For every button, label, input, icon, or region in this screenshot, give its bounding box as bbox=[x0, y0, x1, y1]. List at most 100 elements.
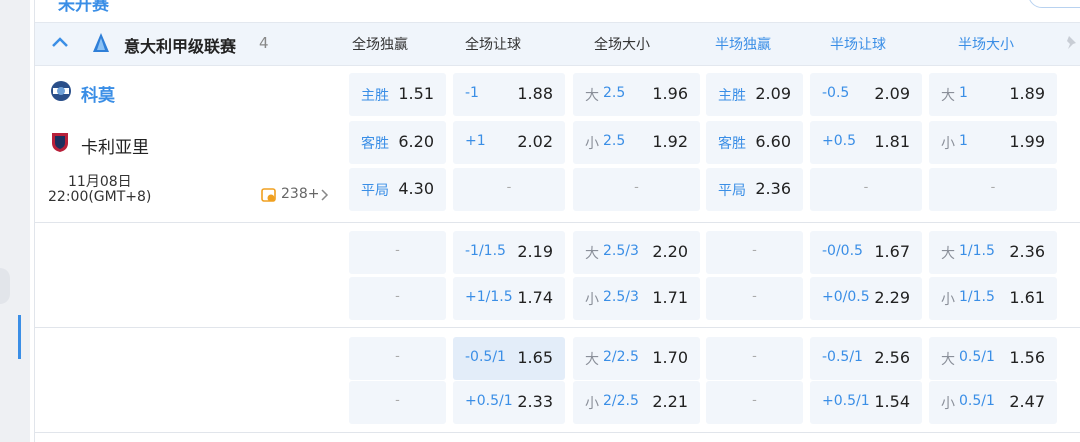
odds-cell[interactable]: 客胜 6.20 bbox=[349, 121, 446, 164]
market-pick: +0.5/1 bbox=[465, 393, 513, 409]
odds-cell[interactable]: - bbox=[349, 231, 446, 274]
away-team[interactable]: 卡利亚里 bbox=[81, 138, 149, 158]
odds-value: 1.67 bbox=[874, 242, 910, 261]
odds-cell[interactable]: +0.5/1 1.54 bbox=[810, 381, 922, 424]
column-header: 半场大小 bbox=[958, 37, 1014, 53]
odds-cell[interactable]: 小 2/2.5 2.21 bbox=[573, 381, 700, 424]
empty-odds: - bbox=[395, 393, 400, 408]
odds-cell[interactable]: -0.5/1 1.65 bbox=[453, 337, 565, 380]
odds-cell[interactable]: - bbox=[706, 381, 803, 424]
column-header: 全场大小 bbox=[594, 37, 650, 53]
chevron[interactable] bbox=[320, 188, 330, 202]
tab[interactable]: 未开赛 bbox=[58, 0, 109, 15]
odds-cell[interactable]: 客胜 6.60 bbox=[706, 121, 803, 164]
market-side: 大 bbox=[585, 246, 599, 262]
odds-value: 2.20 bbox=[652, 242, 688, 261]
column-header: 全场让球 bbox=[465, 37, 521, 53]
sidebar-item bbox=[0, 268, 10, 304]
odds-cell[interactable]: 大 0.5/1 1.56 bbox=[929, 337, 1057, 380]
market-pick: 2.5/3 bbox=[603, 243, 639, 259]
odds-value: 2.09 bbox=[755, 84, 791, 103]
odds-cell[interactable]: - bbox=[706, 337, 803, 380]
market-pick: +1 bbox=[465, 133, 486, 149]
odds-cell[interactable]: - bbox=[349, 337, 446, 380]
odds-cell[interactable]: 小 1 1.99 bbox=[929, 121, 1057, 164]
odds-cell[interactable]: 平局 4.30 bbox=[349, 168, 446, 211]
odds-cell[interactable]: 主胜 1.51 bbox=[349, 73, 446, 116]
odds-cell[interactable]: -0/0.5 1.67 bbox=[810, 231, 922, 274]
odds-cell[interactable]: 大 2.5 1.96 bbox=[573, 73, 700, 116]
odds-cell[interactable]: -0.5 2.09 bbox=[810, 73, 922, 116]
empty-odds: - bbox=[863, 180, 869, 195]
odds-cell[interactable]: 平局 2.36 bbox=[706, 168, 803, 211]
odds-cell[interactable]: -1/1.5 2.19 bbox=[453, 231, 565, 274]
odds-cell[interactable]: - bbox=[349, 277, 446, 320]
odds-cell[interactable]: - bbox=[929, 168, 1057, 211]
market-side: 小 bbox=[585, 136, 599, 152]
odds-cell[interactable]: 大 2.5/3 2.20 bbox=[573, 231, 700, 274]
pin-icon[interactable] bbox=[1064, 34, 1080, 52]
odds-cell[interactable]: - bbox=[810, 168, 922, 211]
odds-cell[interactable]: 主胜 2.09 bbox=[706, 73, 803, 116]
odds-value: 2.33 bbox=[517, 392, 553, 411]
market-pick: 2.5 bbox=[603, 133, 626, 149]
market-pick: 1 bbox=[959, 85, 968, 101]
market-pick: -1/1.5 bbox=[465, 243, 506, 259]
sidebar bbox=[0, 0, 30, 442]
collapse-icon[interactable] bbox=[50, 34, 70, 52]
market-side: 大 bbox=[941, 246, 955, 262]
odds-cell[interactable]: +0.5 1.81 bbox=[810, 121, 922, 164]
home-team[interactable]: 科莫 bbox=[81, 86, 115, 106]
market-pick: 2.5/3 bbox=[603, 289, 639, 305]
odds-cell[interactable]: +0/0.5 2.29 bbox=[810, 277, 922, 320]
odds-cell[interactable]: - bbox=[706, 277, 803, 320]
column-header: 半场让球 bbox=[830, 37, 886, 53]
odds-cell[interactable]: - bbox=[573, 168, 700, 211]
empty-odds: - bbox=[752, 393, 757, 408]
league-header bbox=[35, 22, 1080, 66]
odds-value: 1.65 bbox=[517, 348, 553, 367]
odds-cell[interactable]: +1 2.02 bbox=[453, 121, 565, 164]
sidebar-active bbox=[18, 315, 21, 359]
odds-cell[interactable]: 小 2.5 1.92 bbox=[573, 121, 700, 164]
market-side: 大 bbox=[585, 352, 599, 368]
odds-cell[interactable]: - bbox=[349, 381, 446, 424]
odds-cell[interactable]: - bbox=[453, 168, 565, 211]
odds-cell[interactable]: +0.5/1 2.33 bbox=[453, 381, 565, 424]
market-pick: +0/0.5 bbox=[822, 289, 870, 305]
market-pick: 平局 bbox=[361, 183, 389, 199]
odds-cell[interactable]: 小 0.5/1 2.47 bbox=[929, 381, 1057, 424]
market-side: 小 bbox=[585, 396, 599, 412]
odds-value: 2.19 bbox=[517, 242, 553, 261]
odds-cell[interactable]: 大 1 1.89 bbox=[929, 73, 1057, 116]
market-side: 大 bbox=[941, 88, 955, 104]
market-pick: 1 bbox=[959, 133, 968, 149]
odds-value: 1.61 bbox=[1009, 288, 1045, 307]
odds-cell[interactable]: 大 2/2.5 1.70 bbox=[573, 337, 700, 380]
market-pick: +1/1.5 bbox=[465, 289, 513, 305]
button[interactable] bbox=[1028, 0, 1080, 8]
market-side: 大 bbox=[941, 352, 955, 368]
odds-cell[interactable]: -0.5/1 2.56 bbox=[810, 337, 922, 380]
market-pick: 客胜 bbox=[718, 136, 746, 152]
market-pick: 2/2.5 bbox=[603, 393, 639, 409]
match-date: 11月08日 bbox=[68, 174, 132, 190]
market-pick: 主胜 bbox=[361, 88, 389, 104]
market-pick: 0.5/1 bbox=[959, 349, 995, 365]
odds-value: 2.56 bbox=[874, 348, 910, 367]
more-markets[interactable]: 238+ bbox=[281, 186, 320, 202]
row-divider bbox=[35, 432, 1080, 433]
league-logo bbox=[93, 33, 109, 52]
odds-cell[interactable]: +1/1.5 1.74 bbox=[453, 277, 565, 320]
odds-cell[interactable]: 大 1/1.5 2.36 bbox=[929, 231, 1057, 274]
odds-value: 1.74 bbox=[517, 288, 553, 307]
odds-value: 1.54 bbox=[874, 392, 910, 411]
odds-cell[interactable]: 小 2.5/3 1.71 bbox=[573, 277, 700, 320]
odds-cell[interactable]: -1 1.88 bbox=[453, 73, 565, 116]
odds-cell[interactable]: - bbox=[706, 231, 803, 274]
odds-value: 1.89 bbox=[1009, 84, 1045, 103]
market-pick: -0.5/1 bbox=[465, 349, 506, 365]
market-side: 小 bbox=[585, 292, 599, 308]
odds-cell[interactable]: 小 1/1.5 1.61 bbox=[929, 277, 1057, 320]
